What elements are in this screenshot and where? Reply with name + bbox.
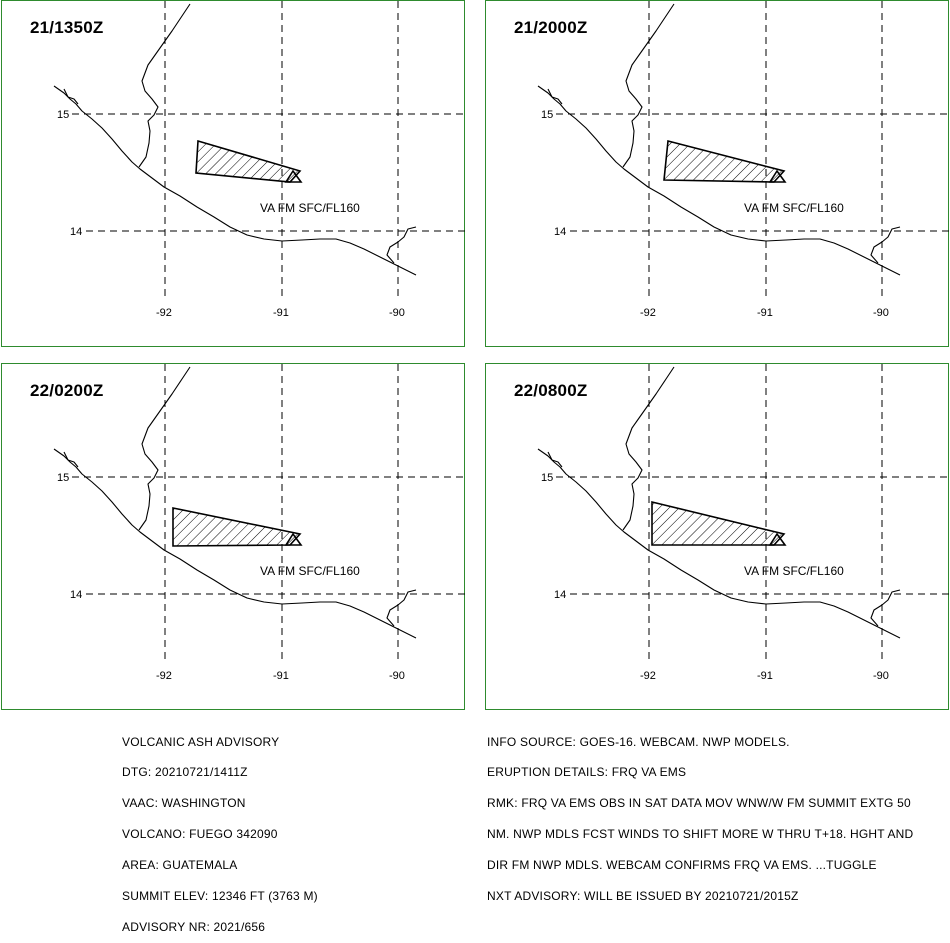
longitude-label: -90 bbox=[389, 670, 405, 682]
volcano-triangle-icon bbox=[284, 532, 303, 546]
pacific-coastline bbox=[53, 448, 417, 639]
ash-altitude-label: VA FM SFC/FL160 bbox=[260, 564, 360, 578]
ash-altitude-label: VA FM SFC/FL160 bbox=[744, 564, 844, 578]
ash-cloud-area bbox=[651, 500, 786, 546]
ash-cloud-area bbox=[195, 139, 302, 183]
longitude-label: -91 bbox=[273, 307, 289, 319]
coastal-inlet bbox=[547, 451, 563, 468]
map-panel-3: 22/0200Z VA FM SFC/FL160 15 14 -92 -91 -90 bbox=[1, 363, 466, 710]
advisory-line: AREA: GUATEMALA bbox=[122, 858, 238, 873]
longitude-label: -90 bbox=[873, 670, 889, 682]
map-panel-4: 22/0800Z VA FM SFC/FL160 15 14 -92 -91 -90 bbox=[485, 363, 950, 710]
latitude-label: 15 bbox=[57, 109, 69, 121]
map-canvas: VA FM SFC/FL160 15 14 -92 -91 -90 bbox=[537, 364, 950, 682]
longitude-label: -91 bbox=[757, 670, 773, 682]
latitude-label: 15 bbox=[541, 109, 553, 121]
panel-time: 22/0800Z bbox=[514, 381, 588, 400]
latitude-label: 14 bbox=[554, 226, 566, 238]
latitude-label: 15 bbox=[541, 472, 553, 484]
el-salvador-border bbox=[870, 226, 901, 264]
pacific-coastline bbox=[53, 85, 417, 276]
mexico-guatemala-border bbox=[622, 366, 675, 531]
latitude-label: 15 bbox=[57, 472, 69, 484]
mexico-guatemala-border bbox=[138, 366, 191, 531]
longitude-label: -92 bbox=[640, 307, 656, 319]
map-panel-1: 21/1350Z VA FM SFC/FL160 15 14 -92 -91 -90 bbox=[1, 0, 466, 347]
latitude-label: 14 bbox=[70, 589, 82, 601]
advisory-line: VAAC: WASHINGTON bbox=[122, 796, 246, 811]
advisory-line: RMK: FRQ VA EMS OBS IN SAT DATA MOV WNW/… bbox=[487, 796, 911, 811]
advisory-line: DTG: 20210721/1411Z bbox=[122, 765, 248, 780]
map-panel-2: 21/2000Z VA FM SFC/FL160 15 14 -92 -91 -90 bbox=[485, 0, 950, 347]
volcano-triangle-icon bbox=[768, 169, 787, 183]
volcano-triangle-icon bbox=[768, 532, 787, 546]
advisory-left-text: VOLCANIC ASH ADVISORY DTG: 20210721/1411… bbox=[122, 716, 318, 943]
longitude-label: -92 bbox=[156, 307, 172, 319]
el-salvador-border bbox=[386, 226, 417, 264]
latitude-label: 14 bbox=[554, 589, 566, 601]
panel-time: 22/0200Z bbox=[30, 381, 104, 400]
el-salvador-border bbox=[870, 589, 901, 627]
pacific-coastline bbox=[537, 85, 901, 276]
advisory-line: VOLCANO: FUEGO 342090 bbox=[122, 827, 278, 842]
advisory-line: ERUPTION DETAILS: FRQ VA EMS bbox=[487, 765, 687, 780]
longitude-label: -90 bbox=[873, 307, 889, 319]
longitude-label: -91 bbox=[757, 307, 773, 319]
advisory-line: VOLCANIC ASH ADVISORY bbox=[122, 734, 280, 749]
ash-cloud-area bbox=[172, 507, 302, 547]
advisory-line: NM. NWP MDLS FCST WINDS TO SHIFT MORE W … bbox=[487, 827, 914, 842]
advisory-line: ADVISORY NR: 2021/656 bbox=[122, 919, 266, 934]
longitude-label: -91 bbox=[273, 670, 289, 682]
map-canvas: VA FM SFC/FL160 15 14 -92 -91 -90 bbox=[537, 1, 950, 319]
longitude-label: -92 bbox=[640, 670, 656, 682]
panel-time: 21/1350Z bbox=[30, 18, 104, 37]
coastal-inlet bbox=[63, 88, 79, 105]
latitude-label: 14 bbox=[70, 226, 82, 238]
ash-altitude-label: VA FM SFC/FL160 bbox=[260, 201, 360, 215]
advisory-right-text: INFO SOURCE: GOES-16. WEBCAM. NWP MODELS… bbox=[487, 716, 913, 912]
advisory-line: DIR FM NWP MDLS. WEBCAM CONFIRMS FRQ VA … bbox=[487, 858, 877, 873]
mexico-guatemala-border bbox=[622, 3, 675, 168]
advisory-line: INFO SOURCE: GOES-16. WEBCAM. NWP MODELS… bbox=[487, 734, 790, 749]
advisory-line: NXT ADVISORY: WILL BE ISSUED BY 20210721… bbox=[487, 889, 799, 904]
longitude-label: -92 bbox=[156, 670, 172, 682]
volcano-triangle-icon bbox=[284, 169, 303, 183]
longitude-label: -90 bbox=[389, 307, 405, 319]
mexico-guatemala-border bbox=[138, 3, 191, 168]
pacific-coastline bbox=[537, 448, 901, 639]
coastal-inlet bbox=[547, 88, 563, 105]
panel-time: 21/2000Z bbox=[514, 18, 588, 37]
el-salvador-border bbox=[386, 589, 417, 627]
advisory-line: SUMMIT ELEV: 12346 FT (3763 M) bbox=[122, 889, 318, 904]
map-canvas: VA FM SFC/FL160 15 14 -92 -91 -90 bbox=[53, 364, 466, 682]
map-canvas: VA FM SFC/FL160 15 14 -92 -91 -90 bbox=[53, 1, 466, 319]
coastal-inlet bbox=[63, 451, 79, 468]
ash-altitude-label: VA FM SFC/FL160 bbox=[744, 201, 844, 215]
